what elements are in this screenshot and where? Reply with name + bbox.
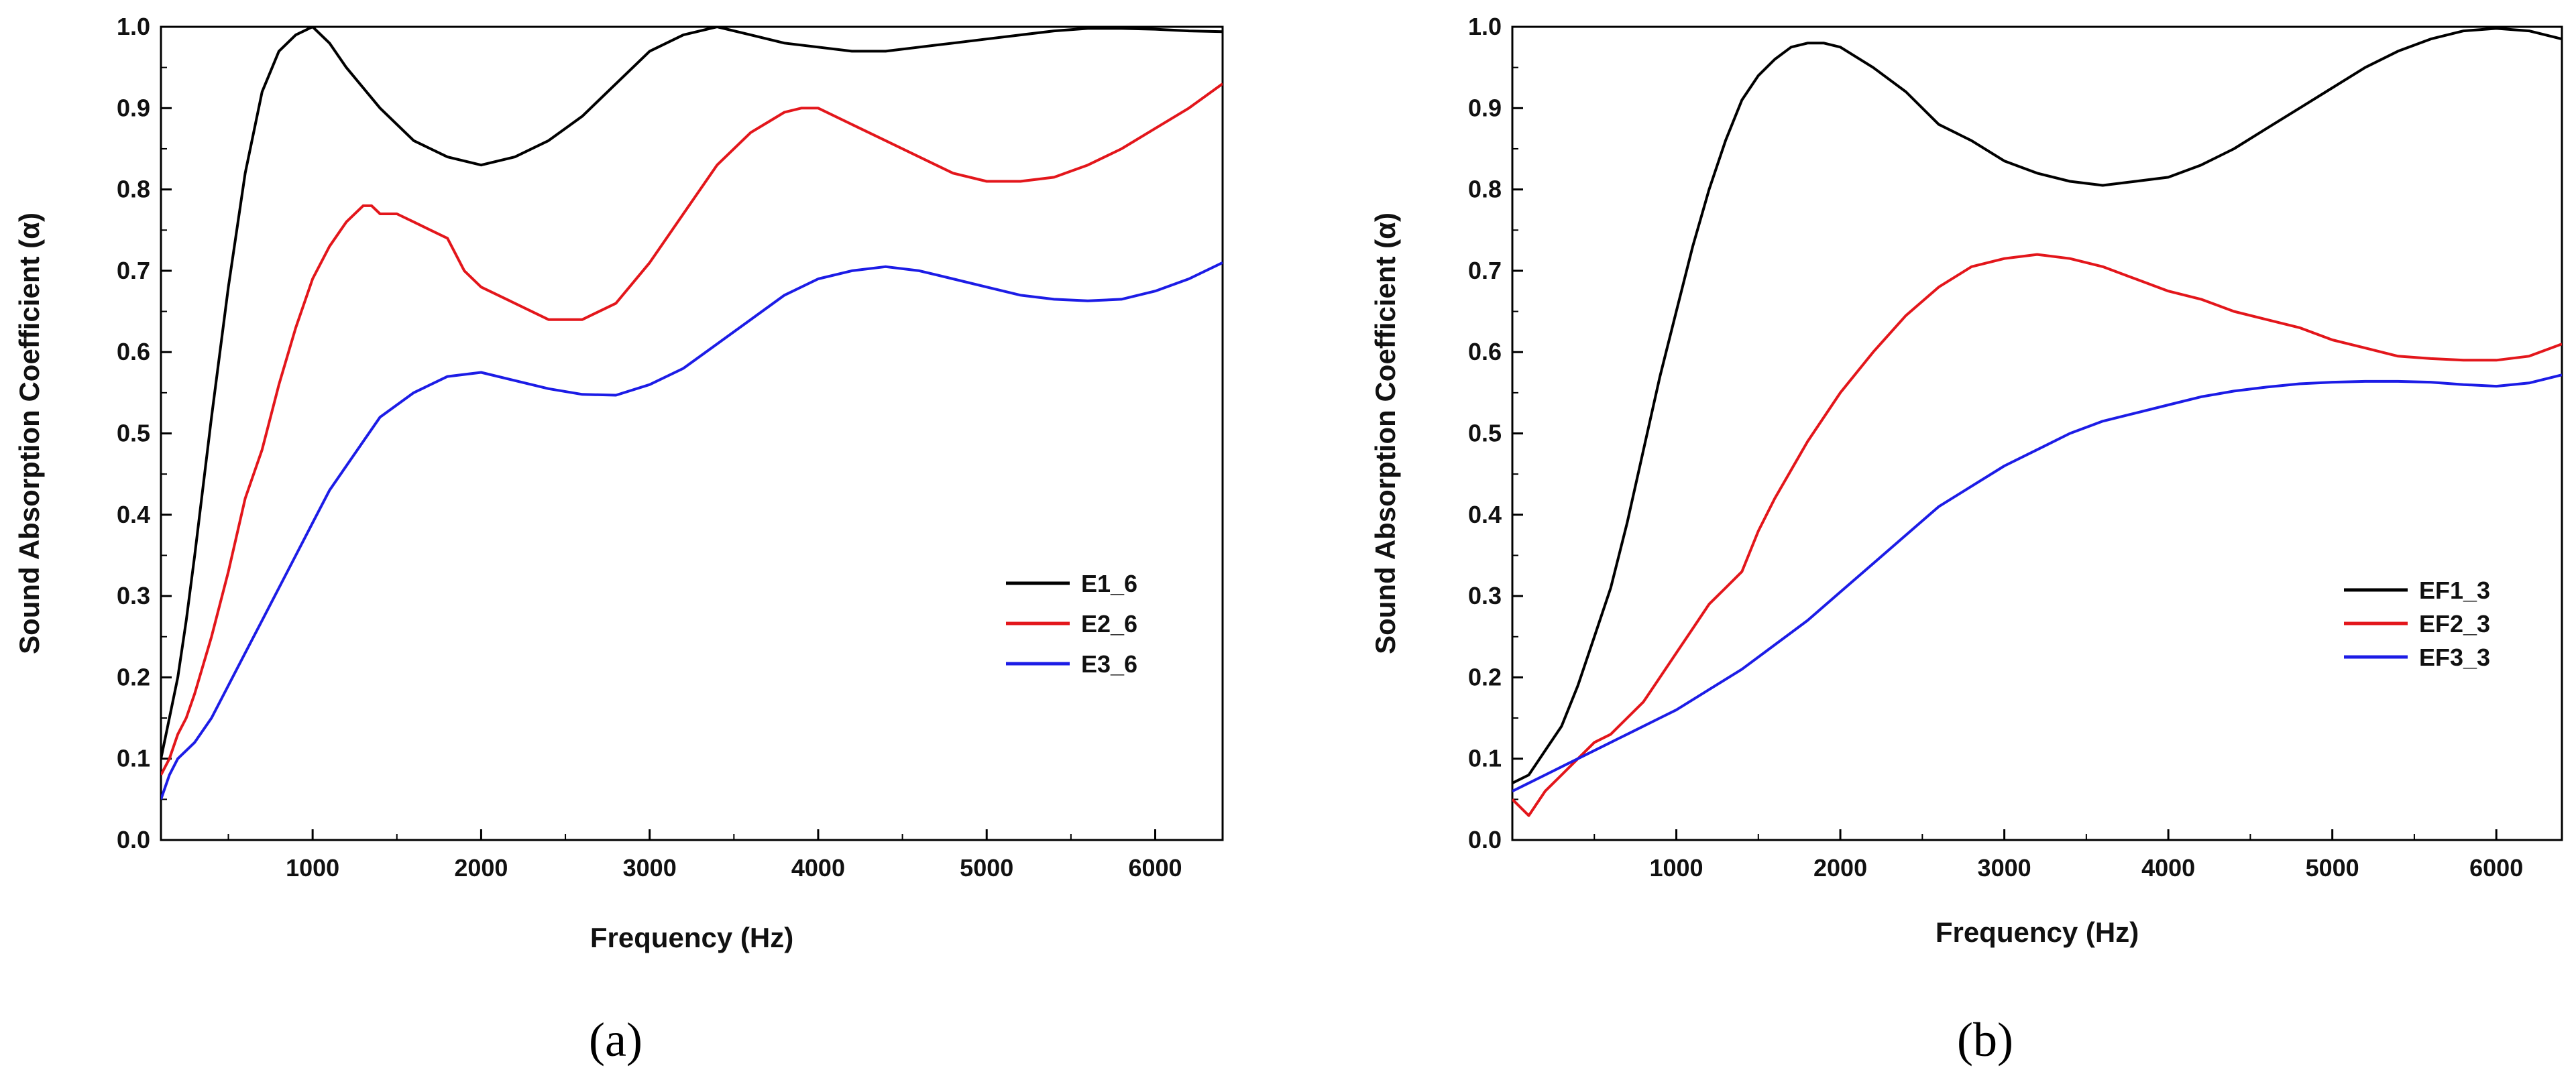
y-tick-label: 0.4 bbox=[1468, 501, 1502, 528]
series-line-EF3_3 bbox=[1512, 373, 2562, 792]
y-tick-label: 0.5 bbox=[1468, 420, 1502, 447]
series-line-E1_6 bbox=[161, 27, 1223, 760]
legend-label: EF1_3 bbox=[2419, 577, 2490, 604]
x-tick-label: 3000 bbox=[1978, 854, 2031, 882]
y-tick-label: 0.9 bbox=[117, 94, 150, 121]
panel-caption: (a) bbox=[589, 1013, 642, 1067]
y-tick-label: 0.2 bbox=[1468, 663, 1502, 691]
x-tick-label: 6000 bbox=[1128, 854, 1182, 882]
x-tick-label: 5000 bbox=[2306, 854, 2359, 882]
x-tick-label: 4000 bbox=[791, 854, 845, 882]
x-tick-label: 3000 bbox=[623, 854, 677, 882]
x-tick-label: 2000 bbox=[1813, 854, 1867, 882]
x-axis-title: Frequency (Hz) bbox=[590, 922, 793, 953]
y-tick-label: 0.1 bbox=[117, 745, 150, 772]
legend-label: EF2_3 bbox=[2419, 610, 2490, 638]
y-tick-label: 0.9 bbox=[1468, 94, 1502, 121]
y-tick-label: 0.3 bbox=[117, 582, 150, 609]
y-tick-label: 0.1 bbox=[1468, 745, 1502, 772]
y-tick-label: 0.0 bbox=[117, 826, 150, 853]
y-tick-label: 1.0 bbox=[117, 13, 150, 40]
plot-frame bbox=[160, 25, 1224, 841]
x-tick-label: 1000 bbox=[286, 854, 339, 882]
y-tick-label: 0.2 bbox=[117, 663, 150, 691]
panel-b: 0.0 0.1 0.2 0.3 0.4 0.5 0.6 0.7 0.8 0.9 1.0 1000 200… bbox=[1369, 13, 2563, 1067]
y-tick-label: 0.5 bbox=[117, 420, 150, 447]
legend-label: E1_6 bbox=[1081, 570, 1137, 597]
y-tick-label: 0.8 bbox=[117, 176, 150, 203]
x-axis-title: Frequency (Hz) bbox=[1936, 916, 2139, 948]
y-tick-label: 0.4 bbox=[117, 501, 150, 528]
series-line-EF2_3 bbox=[1512, 253, 2562, 817]
panel-a: 0.0 0.1 0.2 0.3 0.4 0.5 0.6 0.7 0.8 0.9 1.0 1000 200… bbox=[13, 13, 1224, 1067]
x-tick-label: 1000 bbox=[1649, 854, 1703, 882]
y-tick-label: 1.0 bbox=[1468, 13, 1502, 40]
x-tick-label: 6000 bbox=[2469, 854, 2523, 882]
y-axis-title: Sound Absorption Coefficient (α) bbox=[13, 213, 45, 654]
y-tick-label: 0.6 bbox=[117, 338, 150, 365]
series-line-E3_6 bbox=[161, 261, 1223, 800]
plot-frame bbox=[1511, 25, 2563, 841]
x-tick-label: 2000 bbox=[454, 854, 508, 882]
y-axis-title: Sound Absorption Coefficient (α) bbox=[1369, 213, 1401, 654]
y-tick-label: 0.6 bbox=[1468, 338, 1502, 365]
series-line-E2_6 bbox=[161, 82, 1223, 776]
y-tick-label: 0.3 bbox=[1468, 582, 1502, 609]
y-tick-label: 0.7 bbox=[117, 257, 150, 284]
x-tick-label: 5000 bbox=[960, 854, 1013, 882]
x-tick-label: 4000 bbox=[2141, 854, 2195, 882]
y-tick-label: 0.0 bbox=[1468, 826, 1502, 853]
legend-label: E3_6 bbox=[1081, 650, 1137, 678]
legend-label: E2_6 bbox=[1081, 610, 1137, 638]
legend-label: EF3_3 bbox=[2419, 644, 2490, 671]
y-tick-label: 0.8 bbox=[1468, 176, 1502, 203]
y-tick-label: 0.7 bbox=[1468, 257, 1502, 284]
panel-caption: (b) bbox=[1957, 1013, 2013, 1067]
series-line-EF1_3 bbox=[1512, 27, 2562, 784]
